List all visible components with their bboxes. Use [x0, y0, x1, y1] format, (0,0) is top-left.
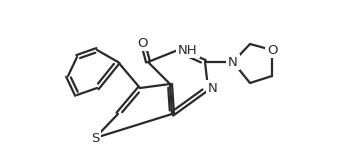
Text: N: N [208, 81, 218, 95]
Text: NH: NH [178, 43, 198, 57]
Text: O: O [138, 37, 148, 49]
Text: S: S [91, 132, 99, 145]
Text: N: N [228, 56, 238, 68]
Text: O: O [267, 43, 277, 57]
